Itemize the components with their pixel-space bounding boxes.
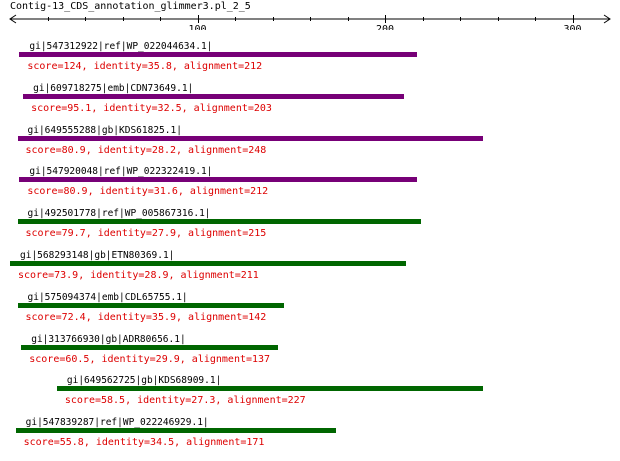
- hit-alignment-bar: [17, 219, 421, 225]
- hit-score-label: score=73.9, identity=28.9, alignment=211: [18, 270, 259, 281]
- hit-alignment-bar: [23, 93, 404, 99]
- hit-alignment-bar: [17, 302, 284, 308]
- hit-accession-label: gi|575094374|emb|CDL65755.1|: [27, 291, 188, 303]
- axis-arrow-right: [603, 14, 611, 24]
- hit-alignment-bar: [19, 177, 417, 183]
- axis-tick-label: 300: [563, 24, 581, 30]
- hit-score-label: score=95.1, identity=32.5, alignment=203: [31, 102, 272, 114]
- hit-score-label: score=55.8, identity=34.5, alignment=171: [23, 437, 265, 449]
- axis-tick-label: 100: [188, 24, 206, 30]
- hit-alignment-bar: [19, 52, 417, 57]
- axis-arrow-left: [9, 14, 17, 24]
- hit-score-label: score=72.4, identity=35.9, alignment=142: [25, 311, 267, 323]
- hit-accession-label: gi|547920048|ref|WP_022322419.1|: [29, 166, 213, 178]
- hit-score-label: score=80.9, identity=28.2, alignment=248: [25, 144, 267, 156]
- hit-score-label: score=58.5, identity=27.3, alignment=227: [64, 395, 306, 407]
- hit-score-label: score=80.9, identity=31.6, alignment=212: [27, 186, 269, 198]
- hit-score-label: score=60.5, identity=29.9, alignment=137: [29, 353, 271, 365]
- axis-tick-label: 200: [376, 24, 394, 30]
- hit-accession-label: gi|547312922|ref|WP_022044634.1|: [29, 41, 213, 52]
- hit-alignment-bar: [21, 344, 279, 350]
- ruler-axis: 100 200 300: [9, 14, 611, 30]
- hit-alignment-bar: [10, 261, 406, 266]
- hit-accession-label: gi|649562725|gb|KDS68909.1|: [66, 375, 222, 387]
- hit-accession-label: gi|649555288|gb|KDS61825.1|: [27, 124, 182, 136]
- hit-accession-label: gi|609718275|emb|CDN73649.1|: [33, 82, 194, 94]
- hit-alignment-bar: [17, 135, 483, 141]
- hit-score-label: score=124, identity=35.8, alignment=212: [27, 61, 263, 72]
- hit-accession-label: gi|568293148|gb|ETN80369.1|: [20, 250, 175, 261]
- hit-score-label: score=79.7, identity=27.9, alignment=215: [25, 228, 267, 240]
- hit-accession-label: gi|547839287|ref|WP_022246929.1|: [25, 417, 209, 429]
- hit-alignment-bar: [56, 386, 483, 392]
- hit-alignment-bar: [15, 428, 337, 434]
- hit-accession-label: gi|492501778|ref|WP_005867316.1|: [27, 208, 211, 220]
- figure-title: Contig-13_CDS_annotation_glimmer3.pl_2_5: [10, 1, 251, 12]
- hit-accession-label: gi|313766930|gb|ADR80656.1|: [31, 333, 186, 345]
